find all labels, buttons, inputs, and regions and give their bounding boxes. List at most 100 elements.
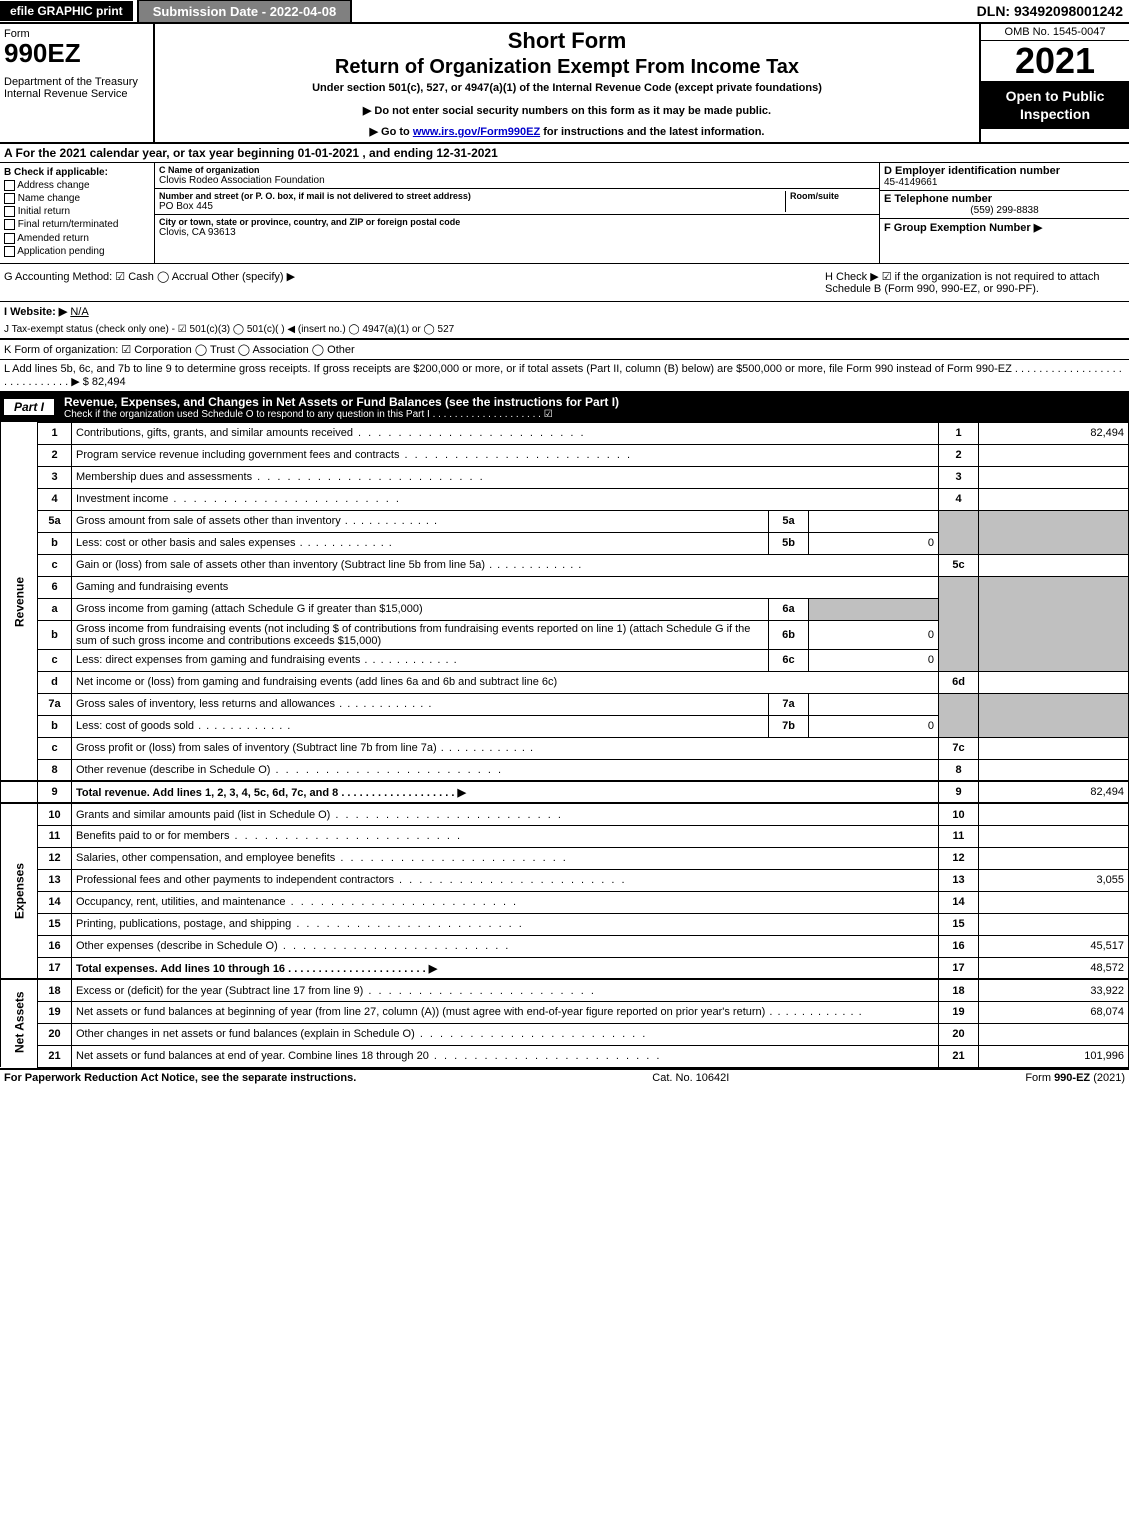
- line-6d-text: Net income or (loss) from gaming and fun…: [72, 671, 939, 693]
- line-7ab-greyamt: [979, 693, 1129, 737]
- top-bar: efile GRAPHIC print Submission Date - 20…: [0, 0, 1129, 24]
- line-21-rn: 21: [939, 1045, 979, 1067]
- checkbox-address-change[interactable]: Address change: [4, 180, 150, 191]
- line-20-text: Other changes in net assets or fund bala…: [76, 1028, 647, 1040]
- form-header-right: OMB No. 1545-0047 2021 Open to Public In…: [979, 24, 1129, 142]
- room-label: Room/suite: [790, 191, 875, 201]
- line-6-text: Gaming and fundraising events: [72, 576, 939, 598]
- efile-print-button[interactable]: efile GRAPHIC print: [0, 1, 133, 21]
- line-14-text: Occupancy, rent, utilities, and maintena…: [76, 896, 518, 908]
- line-6-greyamt: [979, 576, 1129, 671]
- footer-mid: Cat. No. 10642I: [652, 1072, 729, 1084]
- line-20-rn: 20: [939, 1023, 979, 1045]
- line-10-num: 10: [38, 803, 72, 825]
- tel-label: E Telephone number: [884, 193, 1125, 205]
- line-gh-row: G Accounting Method: ☑ Cash ◯ Accrual Ot…: [0, 264, 1129, 302]
- line-6b-sv: 0: [809, 620, 939, 649]
- line-3-rn: 3: [939, 466, 979, 488]
- checkbox-final-return[interactable]: Final return/terminated: [4, 219, 150, 230]
- line-7a-text: Gross sales of inventory, less returns a…: [76, 698, 432, 710]
- line-5a-num: 5a: [38, 510, 72, 532]
- line-19-amt: 68,074: [979, 1001, 1129, 1023]
- line-g: G Accounting Method: ☑ Cash ◯ Accrual Ot…: [4, 270, 295, 295]
- line-13-num: 13: [38, 869, 72, 891]
- line-5ab-grey: [939, 510, 979, 554]
- line-2-text: Program service revenue including govern…: [76, 449, 632, 461]
- line-11-rn: 11: [939, 825, 979, 847]
- line-6d-num: d: [38, 671, 72, 693]
- form-header-center: Short Form Return of Organization Exempt…: [155, 24, 979, 142]
- line-6a-text: Gross income from gaming (attach Schedul…: [72, 598, 769, 620]
- line-7b-sl: 7b: [769, 715, 809, 737]
- lines-table: Revenue 1 Contributions, gifts, grants, …: [0, 422, 1129, 1068]
- line-6-grey: [939, 576, 979, 671]
- line-16-text: Other expenses (describe in Schedule O): [76, 940, 510, 952]
- footer-left: For Paperwork Reduction Act Notice, see …: [4, 1072, 356, 1084]
- line-7ab-grey: [939, 693, 979, 737]
- section-bcdef: B Check if applicable: Address change Na…: [0, 163, 1129, 264]
- line-j: J Tax-exempt status (check only one) - ☑…: [0, 321, 1129, 340]
- line-14-rn: 14: [939, 891, 979, 913]
- line-5ab-greyamt: [979, 510, 1129, 554]
- website-value: N/A: [70, 306, 88, 318]
- form-header: Form 990EZ Department of the Treasury In…: [0, 24, 1129, 144]
- tel-value: (559) 299-8838: [884, 205, 1125, 216]
- line-21-amt: 101,996: [979, 1045, 1129, 1067]
- line-5b-sl: 5b: [769, 532, 809, 554]
- ein-value: 45-4149661: [884, 177, 1125, 188]
- line-4-text: Investment income: [76, 493, 401, 505]
- line-21-num: 21: [38, 1045, 72, 1067]
- line-7b-sv: 0: [809, 715, 939, 737]
- line-7b-num: b: [38, 715, 72, 737]
- line-12-num: 12: [38, 847, 72, 869]
- checkbox-initial-return[interactable]: Initial return: [4, 206, 150, 217]
- line-17-num: 17: [38, 957, 72, 979]
- line-6c-num: c: [38, 649, 72, 671]
- submission-date: Submission Date - 2022-04-08: [137, 0, 353, 24]
- under-section: Under section 501(c), 527, or 4947(a)(1)…: [159, 82, 975, 94]
- line-11-amt: [979, 825, 1129, 847]
- line-17-rn: 17: [939, 957, 979, 979]
- street-value: PO Box 445: [159, 201, 785, 212]
- line-8-text: Other revenue (describe in Schedule O): [76, 764, 503, 776]
- line-15-num: 15: [38, 913, 72, 935]
- line-16-num: 16: [38, 935, 72, 957]
- line-5c-rn: 5c: [939, 554, 979, 576]
- line-3-num: 3: [38, 466, 72, 488]
- line-8-num: 8: [38, 759, 72, 781]
- line-7c-num: c: [38, 737, 72, 759]
- line-18-rn: 18: [939, 979, 979, 1001]
- line-6c-sv: 0: [809, 649, 939, 671]
- line-20-num: 20: [38, 1023, 72, 1045]
- form-header-left: Form 990EZ Department of the Treasury In…: [0, 24, 155, 142]
- netassets-sidebar: Net Assets: [1, 979, 38, 1067]
- line-7c-amt: [979, 737, 1129, 759]
- line-18-text: Excess or (deficit) for the year (Subtra…: [76, 985, 596, 997]
- section-b-title: B Check if applicable:: [4, 167, 150, 178]
- omb-number: OMB No. 1545-0047: [981, 24, 1129, 41]
- checkbox-amended-return[interactable]: Amended return: [4, 233, 150, 244]
- line-6d-rn: 6d: [939, 671, 979, 693]
- line-8-rn: 8: [939, 759, 979, 781]
- goto-link[interactable]: www.irs.gov/Form990EZ: [413, 126, 540, 138]
- section-b: B Check if applicable: Address change Na…: [0, 163, 155, 263]
- line-13-rn: 13: [939, 869, 979, 891]
- checkbox-name-change[interactable]: Name change: [4, 193, 150, 204]
- line-10-amt: [979, 803, 1129, 825]
- line-6b-text: Gross income from fundraising events (no…: [72, 620, 769, 649]
- line-6b-num: b: [38, 620, 72, 649]
- line-8-amt: [979, 759, 1129, 781]
- line-9-side: [1, 781, 38, 803]
- checkbox-application-pending[interactable]: Application pending: [4, 246, 150, 257]
- form-number: 990EZ: [4, 40, 149, 66]
- goto-pre: ▶ Go to: [370, 126, 413, 138]
- line-2-amt: [979, 444, 1129, 466]
- line-5c-num: c: [38, 554, 72, 576]
- open-to-public: Open to Public Inspection: [981, 81, 1129, 129]
- part1-header: Part I Revenue, Expenses, and Changes in…: [0, 393, 1129, 422]
- line-5b-text: Less: cost or other basis and sales expe…: [76, 537, 393, 549]
- part1-label: Part I: [4, 399, 54, 415]
- line-5a-sv: [809, 510, 939, 532]
- line-5c-amt: [979, 554, 1129, 576]
- line-1-num: 1: [38, 422, 72, 444]
